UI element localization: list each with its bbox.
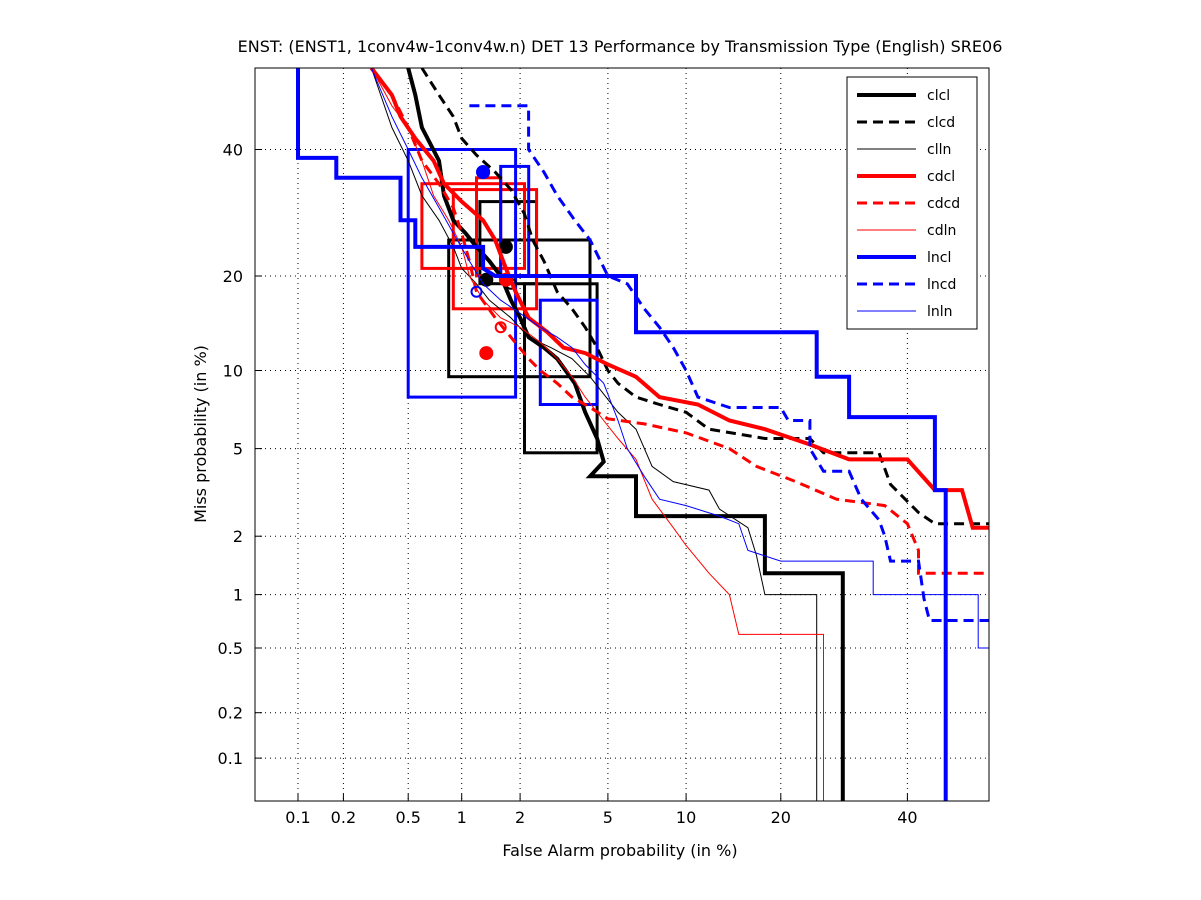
legend: clcl clcd clln cdcl cdcd cdln lncl lncd lnln: [846, 76, 978, 330]
series-line-lncd: [469, 104, 989, 622]
series-line-clcl: [406, 68, 845, 801]
legend-label-cdln: cdln: [927, 223, 956, 239]
series-lines: [296, 68, 989, 801]
confidence-box-clcl: [447, 238, 592, 379]
series-line-clln: [343, 68, 818, 801]
y-tick-label: 1: [233, 586, 243, 605]
legend-label-cdcl: cdcl: [927, 169, 955, 185]
plot-frame: [254, 67, 990, 802]
y-tick-label: 0.2: [218, 704, 243, 723]
confidence-box-lnln: [538, 298, 599, 407]
x-tick-label: 0.1: [285, 808, 310, 827]
x-tick-label: 0.2: [331, 808, 356, 827]
min-dcf-marker-clcd: [479, 272, 494, 287]
x-tick-label: 1: [457, 808, 467, 827]
grid: [255, 68, 989, 801]
x-tick-label: 5: [603, 808, 613, 827]
y-tick-label: 5: [233, 440, 243, 459]
x-axis-label: False Alarm probability (in %): [502, 841, 737, 860]
y-tick-label: 0.1: [218, 749, 243, 768]
series-line-lncl: [296, 68, 948, 801]
confidence-box-lncl: [406, 148, 518, 399]
x-tick-label: 20: [771, 808, 791, 827]
min-dcf-marker-lnln: [470, 285, 483, 298]
chart-title: ENST: (ENST1, 1conv4w-1conv4w.n) DET 13 …: [238, 37, 1003, 56]
legend-label-lncd: lncd: [927, 277, 956, 293]
axis-ticks: 0.1 0.2 0.5 1 2 5 10 20 40 0.1 0.2 0.5 1 2 5 10 20 40: [218, 141, 918, 828]
min-dcf-marker-cdln: [494, 321, 507, 334]
series-line-clcd: [420, 68, 989, 526]
x-tick-label: 40: [897, 808, 917, 827]
y-tick-label: 0.5: [218, 639, 243, 658]
min-dcf-marker-lncd: [476, 165, 491, 180]
x-tick-label: 10: [676, 808, 696, 827]
legend-label-clcd: clcd: [927, 115, 955, 131]
series-line-lnln: [370, 68, 989, 649]
y-axis-label: Miss probability (in %): [191, 345, 210, 523]
min-dcf-marker-cdcd: [479, 346, 494, 361]
y-tick-label: 10: [223, 362, 243, 381]
x-tick-label: 0.5: [395, 808, 420, 827]
y-tick-label: 40: [223, 141, 243, 160]
series-line-cdcd: [370, 68, 989, 575]
legend-label-lnln: lnln: [927, 304, 953, 320]
y-tick-label: 2: [233, 527, 243, 546]
legend-label-clln: clln: [927, 142, 951, 158]
series-line-cdln: [370, 68, 824, 801]
legend-label-cdcd: cdcd: [927, 196, 960, 212]
legend-label-lncl: lncl: [927, 250, 951, 266]
min-dcf-marker-clcl: [498, 239, 513, 254]
legend-label-clcl: clcl: [927, 88, 950, 104]
x-tick-label: 2: [515, 808, 525, 827]
y-tick-label: 20: [223, 267, 243, 286]
confidence-box-cdcl: [420, 182, 526, 270]
